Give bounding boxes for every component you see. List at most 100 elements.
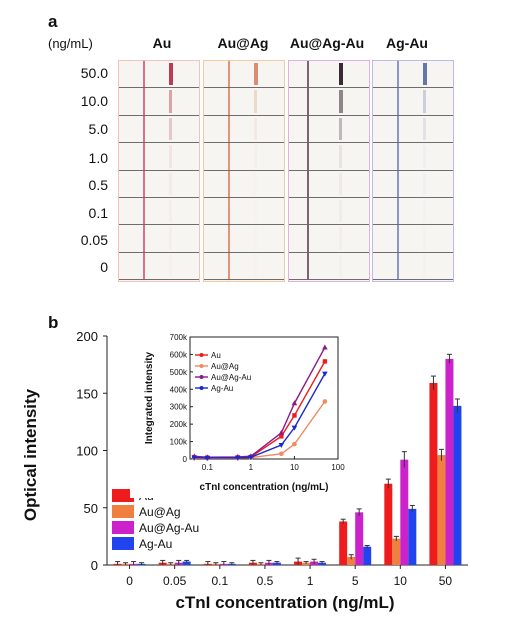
inset-data-point — [291, 400, 298, 406]
strip-group-3 — [288, 60, 370, 282]
legend-swatch — [112, 489, 134, 502]
test-line — [339, 200, 342, 223]
inset-data-point — [279, 434, 284, 439]
bar-au — [429, 382, 438, 565]
test-strip — [119, 115, 199, 144]
bar-au-ag-au — [400, 459, 409, 565]
inset-x-tick-label: 10 — [290, 463, 299, 472]
inset-x-tick-label: 1 — [249, 463, 254, 472]
bar-au-ag-au — [355, 512, 364, 565]
x-tick-label: 5 — [352, 574, 359, 588]
panel-a-letter: a — [48, 12, 58, 31]
inset-legend-marker — [199, 364, 204, 368]
inset-y-tick-label: 300k — [170, 403, 188, 412]
legend-swatch — [112, 537, 134, 550]
control-line — [228, 198, 230, 225]
control-line — [143, 198, 145, 225]
inset-background — [130, 330, 352, 498]
bar-au — [339, 521, 348, 565]
test-line — [254, 90, 257, 113]
control-line — [397, 143, 399, 170]
inset-frame — [189, 336, 339, 460]
control-line — [143, 115, 145, 143]
inset-data-point — [278, 443, 285, 449]
test-strip — [204, 88, 284, 116]
row-label-0: 0 — [100, 259, 108, 275]
strip-group-4 — [372, 60, 454, 282]
column-header-ag-au: Ag-Au — [386, 35, 428, 51]
control-line — [397, 88, 399, 115]
y-axis-label: Optical intensity — [21, 388, 40, 521]
legend-swatch — [112, 521, 134, 534]
column-header-au-ag: Au@Ag — [217, 35, 269, 51]
test-strip — [289, 88, 369, 116]
bar-ag-au — [453, 405, 462, 565]
inset-x-tick-label: 100 — [331, 463, 345, 472]
control-line — [228, 170, 230, 197]
inset-y-tick-label: 100k — [170, 438, 188, 447]
legend-label: Ag-Au — [139, 537, 172, 551]
bar-ag-au — [182, 561, 191, 565]
test-strip — [289, 170, 369, 198]
test-strip — [373, 143, 453, 171]
row-label-10: 10.0 — [80, 93, 108, 109]
inset-y-tick-label: 400k — [170, 385, 188, 394]
bar-au — [384, 483, 393, 565]
legend-label: Au@Ag-Au — [139, 521, 199, 535]
control-line — [397, 61, 399, 88]
inset-data-point — [278, 429, 285, 435]
test-line — [339, 63, 343, 86]
inset-data-point — [291, 425, 298, 431]
test-strip — [119, 88, 199, 116]
test-line — [339, 172, 342, 195]
control-line — [228, 115, 230, 143]
control-line — [143, 252, 145, 280]
test-strip — [373, 61, 453, 89]
panel-b-letter: b — [48, 313, 59, 332]
inset-data-point — [279, 451, 284, 457]
test-strip — [373, 198, 453, 226]
test-line — [169, 172, 172, 195]
x-tick-label: 50 — [439, 574, 453, 588]
test-strip — [289, 198, 369, 226]
inset-data-point — [322, 359, 328, 364]
column-header-au-ag-au: Au@Ag-Au — [289, 35, 365, 51]
test-strip — [119, 170, 199, 198]
row-label-5: 5.0 — [88, 121, 108, 137]
test-strip — [373, 252, 453, 281]
test-strip — [119, 198, 199, 226]
y-tick-label: 50 — [84, 501, 98, 516]
inset-y-tick-label: 600k — [170, 350, 188, 359]
control-line — [397, 170, 399, 197]
row-label-50: 50.0 — [80, 65, 108, 81]
control-line — [397, 252, 399, 280]
test-strip — [289, 61, 369, 89]
test-strip — [373, 225, 453, 253]
inset-data-point — [322, 399, 328, 404]
control-line — [228, 61, 230, 88]
inset-data-point — [191, 455, 198, 461]
inset-x-tick-label: 0.1 — [202, 463, 214, 472]
test-strip — [119, 225, 199, 253]
test-strip — [204, 225, 284, 253]
bar-ag-au — [363, 546, 372, 565]
inset-y-tick-label: 0 — [183, 455, 188, 464]
y-tick-label: 150 — [76, 386, 98, 401]
test-strip — [373, 170, 453, 198]
control-line — [143, 61, 145, 88]
x-tick-label: 10 — [394, 574, 408, 588]
inset-legend-label: Au@Ag-Au — [211, 373, 251, 382]
control-line — [228, 143, 230, 170]
test-strip — [289, 225, 369, 253]
test-strip — [119, 143, 199, 171]
x-tick-label: 0.5 — [257, 574, 274, 588]
x-tick-label: 1 — [307, 574, 314, 588]
control-line — [228, 252, 230, 280]
test-strip — [373, 115, 453, 144]
test-strip — [204, 115, 284, 144]
test-strip — [204, 198, 284, 226]
inset-data-point — [292, 413, 297, 418]
inset-legend-label: Au — [211, 351, 221, 360]
legend-label: Au@Ag — [139, 505, 181, 519]
